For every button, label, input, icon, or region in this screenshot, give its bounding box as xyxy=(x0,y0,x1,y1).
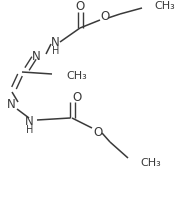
Text: CH₃: CH₃ xyxy=(154,1,175,11)
Text: O: O xyxy=(93,125,103,138)
Text: N: N xyxy=(32,49,40,62)
Text: O: O xyxy=(75,0,85,12)
Text: CH₃: CH₃ xyxy=(140,158,161,168)
Text: O: O xyxy=(100,9,110,22)
Text: H: H xyxy=(52,46,60,56)
Text: N: N xyxy=(51,36,59,49)
Text: H: H xyxy=(26,125,34,135)
Text: O: O xyxy=(72,91,82,104)
Text: N: N xyxy=(25,114,33,128)
Text: N: N xyxy=(7,98,15,110)
Text: CH₃: CH₃ xyxy=(66,71,87,81)
